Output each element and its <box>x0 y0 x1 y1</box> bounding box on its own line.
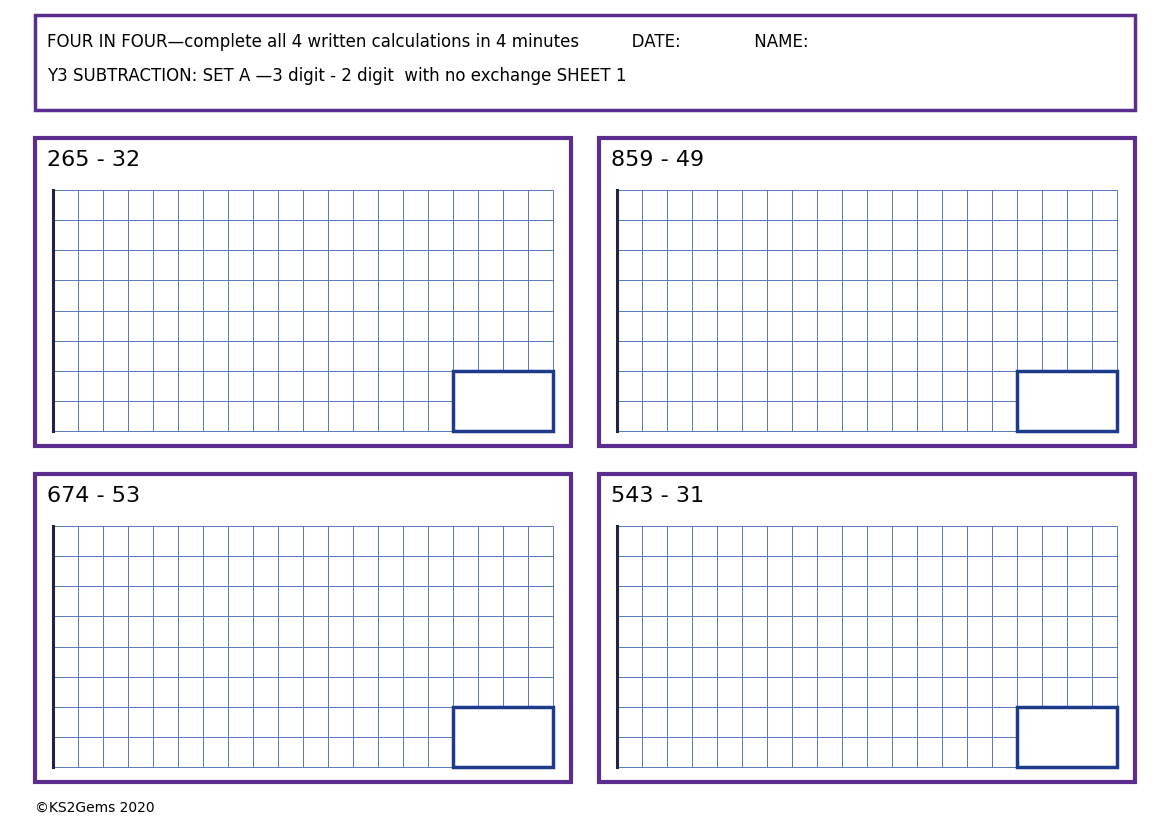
Bar <box>35 474 571 782</box>
Bar <box>1017 707 1117 767</box>
Text: ©KS2Gems 2020: ©KS2Gems 2020 <box>35 801 154 815</box>
Bar <box>599 138 1135 446</box>
Text: 859 - 49: 859 - 49 <box>611 150 704 170</box>
Bar <box>599 474 1135 782</box>
Bar <box>35 15 1135 110</box>
Bar <box>453 370 553 431</box>
Bar <box>1017 707 1117 767</box>
Bar <box>35 138 571 446</box>
Bar <box>453 370 553 431</box>
Bar <box>1017 370 1117 431</box>
Text: Y3 SUBTRACTION: SET A —3 digit - 2 digit  with no exchange SHEET 1: Y3 SUBTRACTION: SET A —3 digit - 2 digit… <box>47 67 626 85</box>
Bar <box>453 707 553 767</box>
Text: FOUR IN FOUR—complete all 4 written calculations in 4 minutes          DATE:    : FOUR IN FOUR—complete all 4 written calc… <box>47 33 808 51</box>
Bar <box>453 707 553 767</box>
Text: 674 - 53: 674 - 53 <box>47 486 140 506</box>
Bar <box>1017 370 1117 431</box>
Text: 543 - 31: 543 - 31 <box>611 486 704 506</box>
Text: 265 - 32: 265 - 32 <box>47 150 140 170</box>
